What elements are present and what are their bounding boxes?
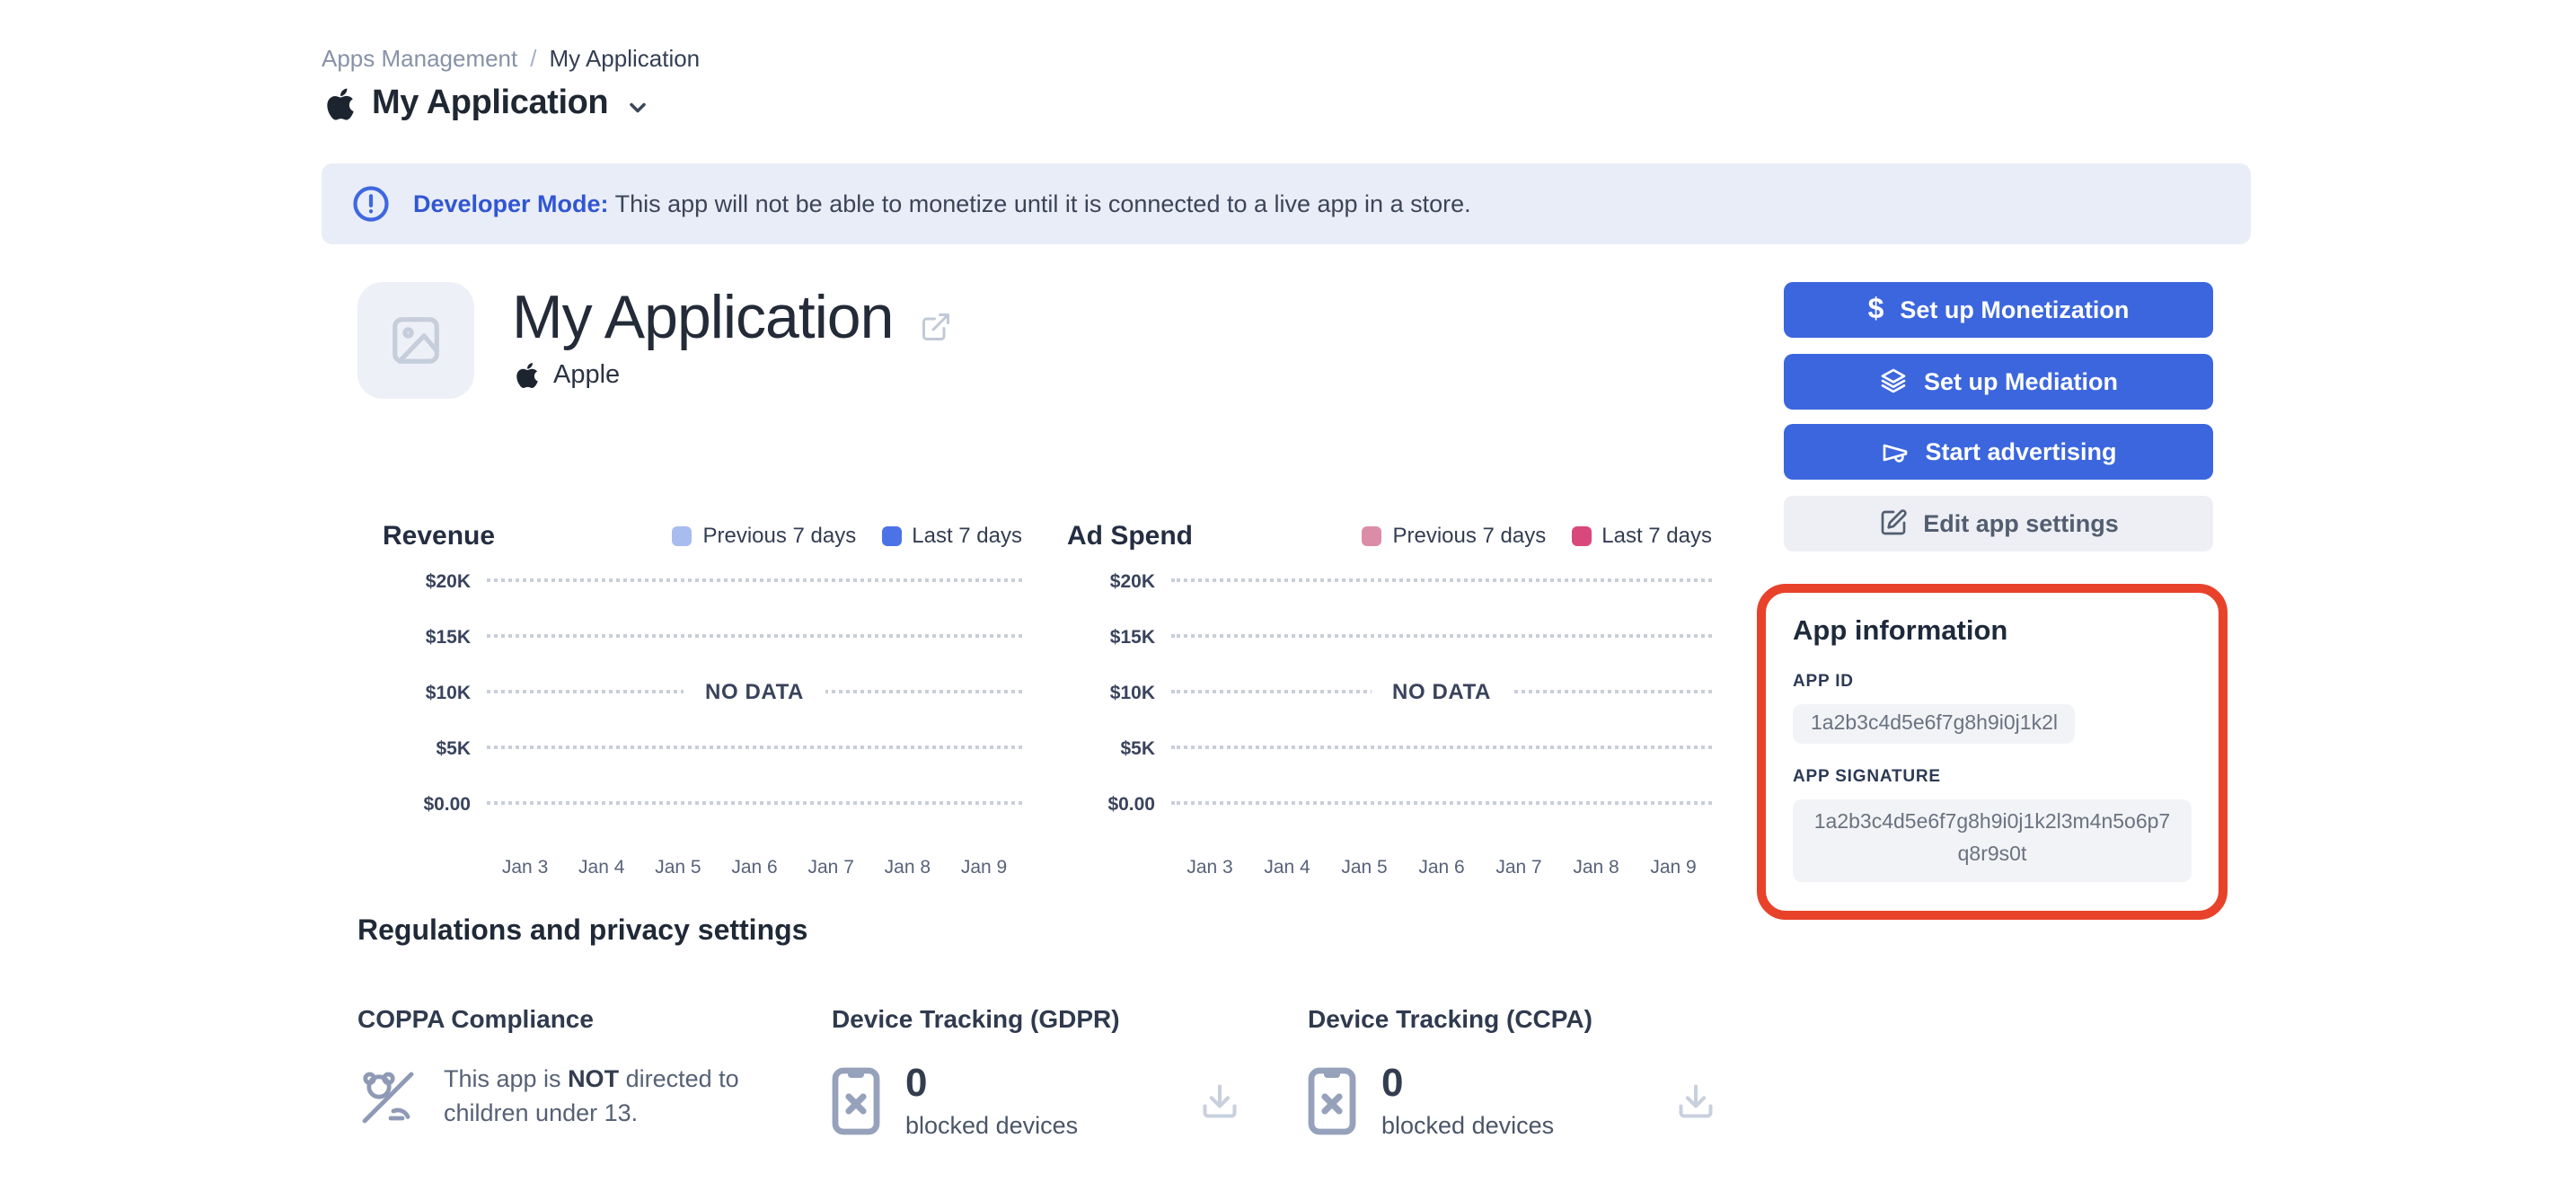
setup-mediation-label: Set up Mediation <box>1924 367 2118 395</box>
coppa-compliance-block: COPPA Compliance This app is NOT directe… <box>357 1004 816 1132</box>
no-data-label: NO DATA <box>684 675 825 708</box>
revenue-legend: Previous 7 days Last 7 days <box>672 523 1022 548</box>
gdpr-blocked-count: 0 <box>905 1060 928 1105</box>
app-signature-label: APP SIGNATURE <box>1793 767 1941 787</box>
banner-label: Developer Mode: <box>413 190 609 217</box>
app-information-panel: App information APP ID 1a2b3c4d5e6f7g8h9… <box>1757 584 2228 920</box>
developer-mode-banner: Developer Mode: This app will not be abl… <box>322 163 2251 244</box>
revenue-plot-area: $20K $15K $10K $5K $0.00 NO DATA Jan 3 J… <box>423 571 1022 878</box>
banner-text: Developer Mode: This app will not be abl… <box>413 190 1471 217</box>
ccpa-blocked-count: 0 <box>1381 1060 1404 1105</box>
blocked-device-icon <box>1308 1067 1356 1135</box>
app-hero-main: My Application Apple <box>512 282 952 399</box>
edit-app-settings-label: Edit app settings <box>1923 509 2119 537</box>
edit-icon <box>1880 509 1906 535</box>
breadcrumb-current: My Application <box>549 45 701 72</box>
coppa-title: COPPA Compliance <box>357 1004 594 1033</box>
setup-monetization-label: Set up Monetization <box>1900 296 2130 323</box>
apple-icon <box>327 88 354 120</box>
breadcrumb: Apps Management / My Application <box>322 45 700 72</box>
revenue-x-axis: Jan 3 Jan 4 Jan 5 Jan 6 Jan 7 Jan 8 Jan … <box>501 857 1008 878</box>
gdpr-blocked-caption: blocked devices <box>905 1112 1079 1139</box>
ad-spend-legend: Previous 7 days Last 7 days <box>1362 523 1712 548</box>
ad-spend-x-axis: Jan 3 Jan 4 Jan 5 Jan 6 Jan 7 Jan 8 Jan … <box>1187 857 1697 878</box>
device-tracking-ccpa-block: Device Tracking (CCPA) 0 blocked devices <box>1308 1004 1748 1139</box>
setup-monetization-button[interactable]: $ Set up Monetization <box>1784 282 2213 338</box>
platform-row: Apple <box>516 362 952 391</box>
app-information-title: App information <box>1793 616 2008 647</box>
chevron-down-icon[interactable] <box>624 94 649 119</box>
app-name-heading: My Application <box>512 284 894 352</box>
megaphone-icon <box>1883 444 1907 463</box>
breadcrumb-separator: / <box>530 45 537 72</box>
ad-spend-plot-area: $20K $15K $10K $5K $0.00 NO DATA Jan 3 J… <box>1107 571 1712 878</box>
dollar-icon: $ <box>1867 294 1884 324</box>
setup-mediation-button[interactable]: Set up Mediation <box>1784 353 2213 410</box>
legend-item-previous: Previous 7 days <box>1362 523 1546 548</box>
start-advertising-label: Start advertising <box>1925 438 2117 466</box>
ccpa-stat: 0 blocked devices <box>1381 1063 1554 1139</box>
gdpr-stat: 0 blocked devices <box>905 1063 1078 1139</box>
edit-app-settings-button[interactable]: Edit app settings <box>1784 495 2213 551</box>
teddy-bear-slash-icon <box>362 1072 414 1124</box>
page-title-label: My Application <box>372 84 609 122</box>
download-icon[interactable] <box>1676 1081 1716 1121</box>
coppa-status-text: This app is NOT directed to children und… <box>444 1065 739 1126</box>
gdpr-title: Device Tracking (GDPR) <box>832 1004 1120 1033</box>
external-link-icon[interactable] <box>920 311 952 343</box>
ad-spend-chart: Ad Spend Previous 7 days Last 7 days $20… <box>1067 517 1712 878</box>
app-id-label: APP ID <box>1793 672 1854 692</box>
image-placeholder-icon <box>393 317 439 364</box>
revenue-chart: Revenue Previous 7 days Last 7 days $20K… <box>383 517 1022 878</box>
regulations-section-title: Regulations and privacy settings <box>357 916 808 947</box>
page-title: My Application <box>325 84 649 124</box>
blocked-device-icon <box>832 1067 880 1135</box>
app-icon-placeholder <box>357 282 474 399</box>
app-hero: My Application Apple <box>357 282 952 399</box>
download-icon[interactable] <box>1200 1081 1239 1121</box>
legend-chip-last <box>881 525 902 545</box>
revenue-chart-title: Revenue <box>383 520 496 551</box>
device-tracking-gdpr-block: Device Tracking (GDPR) 0 blocked devices <box>832 1004 1272 1139</box>
banner-message: This app will not be able to monetize un… <box>608 190 1471 217</box>
layers-icon <box>1881 368 1906 393</box>
alert-circle-icon <box>353 186 389 222</box>
legend-chip-previous <box>1362 525 1382 545</box>
legend-chip-last <box>1571 525 1592 545</box>
app-signature-value: 1a2b3c4d5e6f7g8h9i0j1k2l3m4n5o6p7q8r9s0t <box>1793 799 2192 882</box>
action-buttons: $ Set up Monetization Set up Mediation S… <box>1784 282 2213 551</box>
legend-item-last: Last 7 days <box>881 523 1022 548</box>
app-id-value: 1a2b3c4d5e6f7g8h9i0j1k2l <box>1793 704 2076 744</box>
legend-item-last: Last 7 days <box>1571 523 1712 548</box>
platform-label: Apple <box>553 361 621 391</box>
ccpa-title: Device Tracking (CCPA) <box>1308 1004 1592 1033</box>
ad-spend-chart-title: Ad Spend <box>1067 520 1193 551</box>
ccpa-blocked-caption: blocked devices <box>1381 1112 1555 1139</box>
apple-icon <box>516 363 538 389</box>
legend-chip-previous <box>672 525 693 545</box>
no-data-label: NO DATA <box>1371 675 1513 708</box>
legend-item-previous: Previous 7 days <box>672 523 856 548</box>
breadcrumb-apps-management[interactable]: Apps Management <box>322 45 518 72</box>
start-advertising-button[interactable]: Start advertising <box>1784 424 2213 481</box>
